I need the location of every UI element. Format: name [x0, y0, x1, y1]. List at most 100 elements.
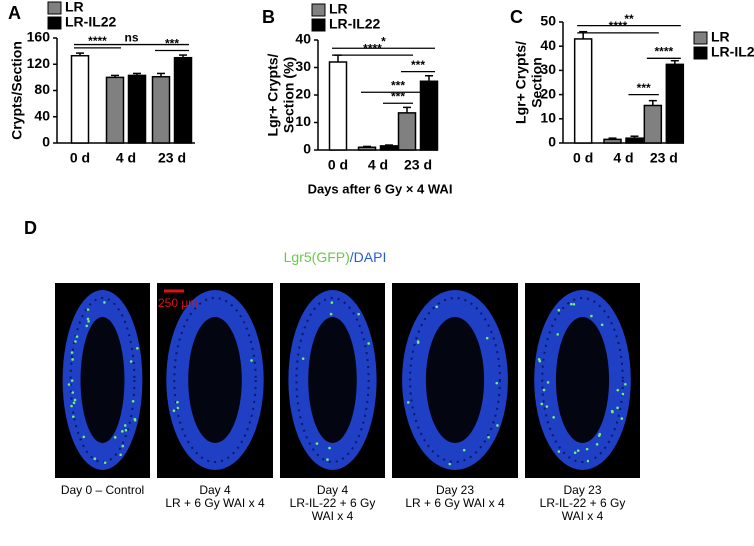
- gfp-signal: [624, 382, 627, 386]
- y-tick-label: 0: [42, 134, 50, 150]
- y-tick-label: 40: [295, 31, 311, 47]
- gfp-signal: [176, 406, 180, 410]
- gfp-signal: [621, 392, 625, 396]
- bar: [643, 104, 663, 144]
- y-tick-label: 20: [540, 85, 556, 101]
- gfp-signal: [124, 428, 128, 432]
- gfp-signal: [131, 400, 135, 403]
- significance-label: ***: [391, 89, 405, 103]
- bar: [328, 61, 348, 151]
- gfp-signal: [585, 447, 589, 451]
- gfp-signal: [540, 402, 544, 406]
- significance-label: **: [624, 12, 634, 26]
- gfp-signal: [496, 424, 499, 427]
- panel-label: C: [510, 7, 523, 27]
- legend-label: LR-IL22: [711, 44, 754, 60]
- bar: [379, 145, 399, 151]
- gfp-signal: [103, 301, 106, 304]
- x-tick-label: 4 d: [116, 150, 136, 166]
- gfp-signal: [73, 398, 77, 402]
- y-tick-label: 10: [540, 110, 556, 126]
- panel-label: D: [24, 218, 37, 238]
- gfp-signal: [616, 406, 619, 410]
- significance-label: ***: [411, 58, 425, 72]
- gfp-signal: [93, 457, 97, 460]
- scale-bar-label: 250 μm: [158, 296, 198, 310]
- bar: [573, 38, 593, 144]
- gfp-signal: [448, 462, 452, 466]
- y-tick-label: 20: [295, 86, 311, 102]
- gfp-signal: [86, 317, 90, 321]
- tissue-lumen: [308, 317, 357, 443]
- gfp-signal: [611, 410, 614, 414]
- x-tick-label: 4 d: [368, 157, 388, 173]
- x-tick-label: 23 d: [404, 157, 432, 173]
- gfp-signal: [71, 415, 75, 418]
- gfp-signal: [545, 405, 549, 408]
- gfp-signal: [537, 358, 541, 361]
- x-axis-label: Days after 6 Gy × 4 WAI: [308, 181, 453, 196]
- legend-swatch: [47, 1, 62, 15]
- y-tick-label: 30: [295, 58, 311, 74]
- tissue-folds: [541, 297, 624, 463]
- tissue-folds: [173, 297, 257, 463]
- legend-swatch: [693, 46, 708, 60]
- bar: [419, 80, 439, 151]
- tissue-lumen: [188, 317, 242, 443]
- gfp-signal: [330, 301, 334, 304]
- image-title-part: /DAPI: [350, 249, 387, 265]
- tissue-lumen: [80, 317, 125, 443]
- x-tick-label: 23 d: [650, 150, 678, 166]
- x-tick-label: 0 d: [70, 150, 90, 166]
- gfp-signal: [328, 446, 331, 450]
- significance-label: ****: [654, 44, 673, 58]
- y-axis-label: Crypts/Section: [9, 41, 25, 140]
- gfp-signal: [71, 391, 75, 394]
- gfp-signal: [485, 336, 489, 340]
- gfp-signal: [75, 335, 79, 338]
- significance-label: *: [381, 34, 386, 48]
- image-title: Lgr5(GFP)/DAPI: [284, 249, 387, 265]
- gfp-signal: [462, 448, 466, 452]
- gfp-signal: [70, 379, 74, 382]
- gfp-signal: [569, 302, 573, 306]
- bar: [603, 138, 622, 144]
- gfp-signal: [250, 359, 253, 362]
- legend-label: LR: [329, 1, 348, 17]
- image-caption: LR-IL-22 + 6 Gy: [540, 496, 626, 510]
- significance-label: ***: [391, 78, 405, 92]
- bar: [151, 75, 171, 144]
- image-caption: WAI x 4: [312, 509, 354, 523]
- panel-label: A: [8, 3, 21, 23]
- gfp-signal: [487, 435, 490, 439]
- legend-label: LR-IL22: [329, 16, 381, 32]
- tissue-folds: [69, 297, 136, 463]
- gfp-signal: [129, 360, 133, 363]
- gfp-signal: [70, 404, 73, 408]
- image-caption: Day 23: [436, 483, 474, 497]
- gfp-signal: [557, 308, 561, 312]
- gfp-signal: [82, 435, 86, 439]
- gfp-signal: [495, 381, 499, 385]
- tissue-lumen: [425, 317, 485, 443]
- gfp-signal: [172, 409, 176, 412]
- significance-label: ***: [165, 37, 179, 51]
- gfp-signal: [123, 424, 127, 427]
- gfp-signal: [301, 357, 305, 360]
- gfp-signal: [176, 400, 179, 404]
- legend-swatch: [47, 16, 62, 30]
- gfp-signal: [357, 312, 360, 316]
- image-caption: Day 4: [317, 483, 349, 497]
- gfp-signal: [590, 314, 593, 318]
- y-tick-label: 80: [34, 81, 50, 97]
- gfp-signal: [103, 461, 107, 464]
- gfp-signal: [416, 340, 420, 343]
- bar: [357, 146, 377, 151]
- x-tick-label: 0 d: [328, 157, 348, 173]
- y-tick-label: 50: [540, 13, 556, 29]
- y-tick-label: 0: [548, 134, 556, 150]
- legend-label: LR: [65, 0, 84, 15]
- bar: [625, 137, 644, 144]
- bar: [665, 63, 685, 144]
- significance-label: ****: [363, 41, 382, 55]
